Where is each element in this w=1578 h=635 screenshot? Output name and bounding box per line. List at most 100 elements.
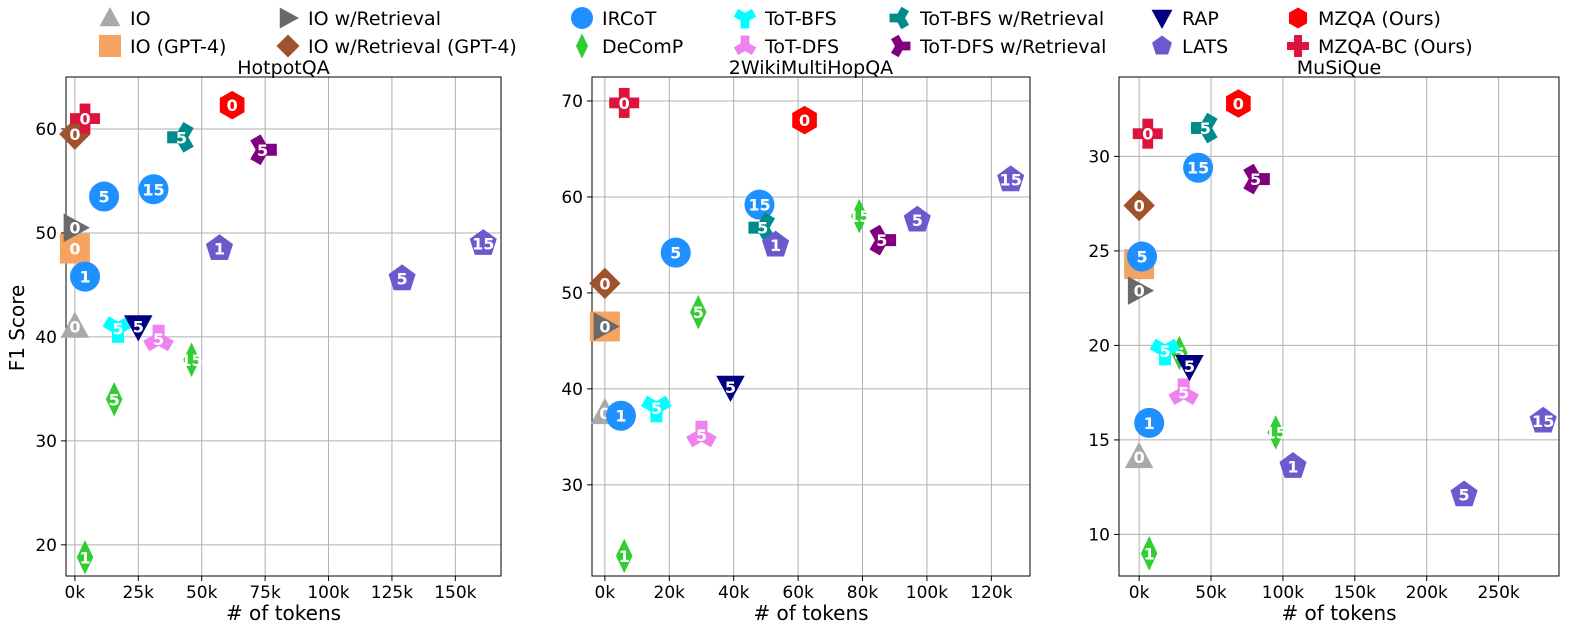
- legend-label: ToT-BFS w/Retrieval: [919, 8, 1104, 30]
- y-tick-label: 25: [1088, 242, 1110, 262]
- legend-marker-io: [99, 7, 121, 27]
- legend: IO IO (GPT-4) IO w/Retrieval IO w/Retrieval…: [99, 6, 1473, 59]
- legend-entry-tot-bfs: ToT-BFS: [733, 8, 837, 30]
- point-rap: 5: [124, 315, 153, 342]
- plot-frame: [1118, 76, 1560, 577]
- legend-label: ToT-DFS w/Retrieval: [919, 36, 1106, 58]
- y-tick-label: 50: [561, 284, 583, 304]
- point-label: 15: [848, 207, 870, 226]
- point-label: 0: [1233, 94, 1244, 113]
- legend-label: IRCoT: [602, 8, 657, 30]
- point-mzqa: 0: [219, 90, 245, 120]
- x-tick-label: 0k: [65, 583, 86, 603]
- point-decomp: 1: [76, 540, 94, 575]
- point-label: 5: [1200, 119, 1211, 138]
- y-tick-label: 40: [35, 328, 57, 348]
- point-ircot: 5: [89, 181, 120, 212]
- point-tot-bfs-ret: 5: [167, 121, 194, 153]
- x-tick-label: 75k: [249, 583, 281, 603]
- point-lats: 15: [997, 165, 1025, 192]
- panel-title: 2WikiMultiHopQA: [729, 57, 893, 79]
- x-tick-label: 80k: [847, 583, 879, 603]
- point-label: 5: [651, 399, 662, 418]
- legend-label: IO (GPT-4): [130, 36, 226, 58]
- point-ircot: 15: [138, 174, 169, 205]
- legend-label: IO w/Retrieval: [308, 8, 441, 30]
- point-lats: 1: [1279, 452, 1307, 478]
- legend-marker-tot-dfs-ret: [890, 34, 911, 58]
- point-ircot: 1: [70, 261, 101, 292]
- x-tick-label: 100k: [906, 583, 948, 603]
- point-io-ret-gpt4: 0: [1123, 189, 1155, 222]
- legend-marker-rap: [1151, 9, 1173, 29]
- legend-marker-tot-bfs-ret: [889, 6, 910, 30]
- point-tot-bfs-ret: 5: [1191, 112, 1218, 144]
- x-tick-label: 50k: [1195, 583, 1227, 603]
- plot-frame: [65, 76, 502, 577]
- legend-label: IO w/Retrieval (GPT-4): [308, 36, 517, 58]
- y-tick-label: 30: [35, 432, 57, 452]
- point-label: 1: [770, 236, 781, 255]
- legend-entry-decomp: DeComP: [575, 33, 683, 59]
- point-decomp: 1: [615, 538, 633, 574]
- point-label: 0: [599, 404, 610, 423]
- legend-label: MZQA-BC (Ours): [1318, 36, 1473, 58]
- y-tick-label: 10: [1088, 525, 1110, 545]
- point-label: 1: [619, 547, 630, 566]
- point-label: 15: [748, 196, 770, 215]
- x-tick-label: 120k: [970, 583, 1012, 603]
- point-label: 5: [133, 318, 144, 337]
- point-decomp: 15: [848, 198, 870, 234]
- point-label: 15: [1187, 159, 1209, 178]
- point-ircot: 15: [1183, 152, 1214, 183]
- point-label: 15: [1532, 412, 1554, 431]
- y-tick-label: 30: [1088, 147, 1110, 167]
- legend-label: MZQA (Ours): [1318, 8, 1441, 30]
- point-label: 1: [1144, 544, 1155, 563]
- legend-marker-mzqa: [1288, 7, 1308, 29]
- legend-label: IO: [130, 8, 151, 30]
- point-lats: 5: [388, 264, 416, 291]
- point-label: 5: [1178, 384, 1189, 403]
- point-label: 0: [69, 318, 80, 337]
- legend-entry-mzqa-bc: MZQA-BC (Ours): [1287, 35, 1473, 58]
- point-label: 1: [79, 548, 90, 567]
- legend-marker-io-gpt4: [99, 35, 121, 57]
- y-tick-label: 15: [1088, 431, 1110, 451]
- point-tot-bfs: 5: [1149, 338, 1181, 366]
- y-tick-label: 60: [35, 120, 57, 140]
- legend-marker-io-ret: [279, 7, 299, 29]
- legend-entry-ircot: IRCoT: [571, 7, 657, 30]
- point-label: 1: [214, 240, 225, 259]
- point-rap: 5: [1175, 354, 1204, 382]
- point-ircot: 15: [744, 189, 775, 220]
- point-decomp: 15: [180, 342, 203, 378]
- legend-marker-decomp: [575, 33, 589, 59]
- point-io: 0: [1124, 441, 1154, 469]
- point-label: 1: [615, 407, 626, 426]
- y-tick-label: 40: [561, 380, 583, 400]
- point-tot-bfs: 5: [641, 395, 672, 423]
- legend-entry-tot-bfs-ret: ToT-BFS w/Retrieval: [889, 6, 1104, 30]
- y-axis-label: F1 Score: [5, 285, 29, 372]
- point-lats: 15: [469, 229, 497, 255]
- point-io-ret: 0: [63, 213, 90, 242]
- legend-label: RAP: [1182, 8, 1219, 30]
- x-axis-label: # of tokens: [1281, 601, 1396, 625]
- x-tick-label: 60k: [782, 583, 814, 603]
- point-io-ret: 0: [1127, 276, 1155, 305]
- point-label: 5: [397, 270, 408, 289]
- point-label: 5: [693, 303, 704, 322]
- point-label: 5: [696, 426, 707, 445]
- x-tick-label: 250k: [1477, 583, 1519, 603]
- x-axis-label: # of tokens: [226, 601, 341, 625]
- point-mzqa: 0: [792, 105, 817, 135]
- point-mzqa: 0: [1226, 89, 1251, 118]
- legend-entry-rap: RAP: [1151, 8, 1219, 30]
- y-tick-label: 70: [561, 92, 583, 112]
- legend-entry-lats: LATS: [1152, 35, 1228, 58]
- x-axis-label: # of tokens: [753, 601, 868, 625]
- point-label: 5: [670, 244, 681, 263]
- point-label: 0: [69, 240, 80, 259]
- x-tick-label: 20k: [654, 583, 686, 603]
